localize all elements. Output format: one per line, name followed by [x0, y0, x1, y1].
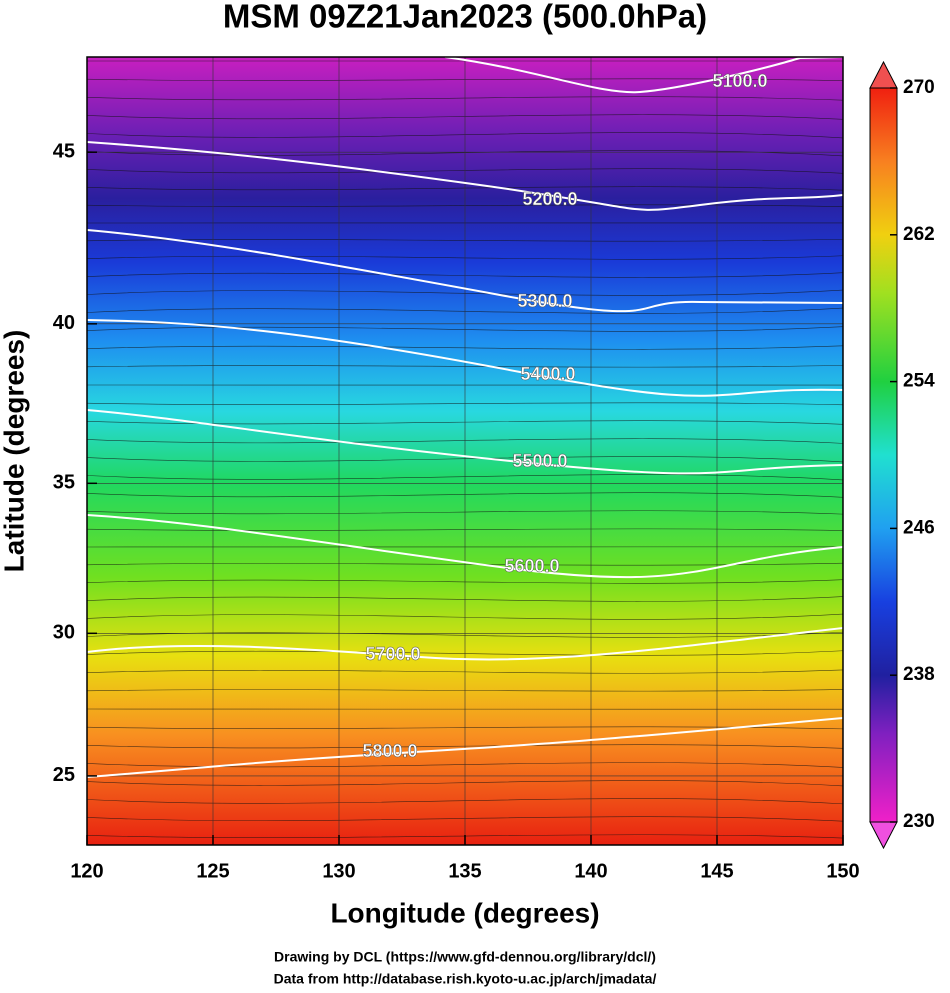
colorbar-tick-label: 270: [903, 77, 935, 98]
colorbar-over: [869, 60, 898, 89]
streamline: [87, 255, 843, 260]
streamline: [87, 510, 843, 515]
streamline: [87, 78, 843, 82]
y-tick-label: 30: [53, 622, 75, 644]
colorbar-tick-label: 262: [903, 224, 935, 245]
streamline: [87, 798, 843, 805]
streamline: [87, 613, 843, 620]
streamline: [87, 596, 843, 602]
streamline: [87, 650, 843, 656]
streamline: [87, 689, 843, 692]
streamline: [87, 150, 843, 157]
streamline: [87, 168, 843, 174]
colorbar-under: [869, 821, 898, 850]
contour-line: [87, 514, 843, 579]
contour-label: 5400.0: [520, 364, 575, 384]
streamline: [87, 96, 843, 101]
streamline: [87, 420, 843, 425]
streamline: [87, 744, 843, 749]
colorbar-tick-label: 254: [903, 371, 935, 392]
streamline: [87, 186, 843, 191]
colorbar-tick-label: 246: [903, 517, 935, 538]
x-tick-label: 145: [700, 860, 733, 882]
height-contours: [87, 57, 843, 778]
streamlines: [77, 60, 853, 855]
x-tick-label: 150: [826, 860, 859, 882]
colorbar-tick-label: 230: [903, 811, 935, 832]
contour-line: [87, 229, 843, 313]
footer-source: Data from http://database.rish.kyoto-u.a…: [274, 971, 657, 987]
streamline: [87, 307, 843, 314]
streamline: [87, 562, 843, 566]
x-tick-label: 125: [196, 860, 229, 882]
streamline: [87, 669, 843, 674]
contour-line: [87, 319, 843, 397]
streamline: [87, 238, 843, 242]
streamline: [87, 456, 843, 463]
streamline: [87, 345, 843, 350]
x-tick-label: 135: [448, 860, 481, 882]
x-tick-label: 120: [70, 860, 103, 882]
contour-line: [444, 57, 843, 94]
streamline: [87, 816, 843, 822]
y-axis-title: Latitude (degrees): [0, 330, 29, 573]
colorbar: [869, 87, 898, 823]
streamline: [87, 289, 843, 296]
contour-label: 5200.0: [522, 189, 577, 209]
streamline: [87, 780, 843, 787]
contour-line: [87, 717, 843, 778]
contour-line: [87, 627, 843, 661]
streamline: [87, 402, 843, 406]
footer-credit: Drawing by DCL (https://www.gfd-dennou.o…: [274, 949, 656, 965]
streamline: [87, 326, 843, 332]
streamline: [87, 762, 843, 768]
streamline: [87, 132, 843, 139]
streamline: [87, 272, 843, 278]
contour-line: [87, 141, 843, 211]
streamline: [87, 438, 843, 444]
x-tick-label: 140: [574, 860, 607, 882]
streamline: [87, 579, 843, 584]
x-axis-title: Longitude (degrees): [330, 897, 599, 928]
contour-labels: 5100.0 5200.0 5300.0 5400.0 5500.0 5600.0 5700…: [362, 71, 768, 762]
colorbar-tick-label: 238: [903, 664, 935, 685]
contour-label: 5500.0: [512, 451, 567, 471]
streamline: [87, 365, 843, 368]
streamline: [87, 492, 843, 498]
streamline: [87, 114, 843, 120]
y-tick-label: 25: [53, 764, 75, 786]
streamline: [87, 204, 843, 207]
y-tick-label: 45: [53, 140, 75, 162]
map-title: MSM 09Z21Jan2023 (500.0hPa): [223, 0, 707, 35]
streamline: [87, 528, 843, 531]
streamline: [77, 853, 853, 855]
contour-line: [87, 409, 843, 475]
contour-label: 5800.0: [362, 741, 417, 761]
contour-label: 5300.0: [517, 291, 572, 311]
streamline: [87, 474, 843, 481]
contour-label: 5100.0: [712, 71, 767, 91]
contour-label: 5700.0: [365, 644, 420, 664]
y-tick-label: 35: [53, 472, 75, 494]
x-tick-label: 130: [322, 860, 355, 882]
y-tick-label: 40: [53, 312, 75, 334]
streamline: [87, 834, 843, 839]
contour-label: 5600.0: [504, 556, 559, 576]
